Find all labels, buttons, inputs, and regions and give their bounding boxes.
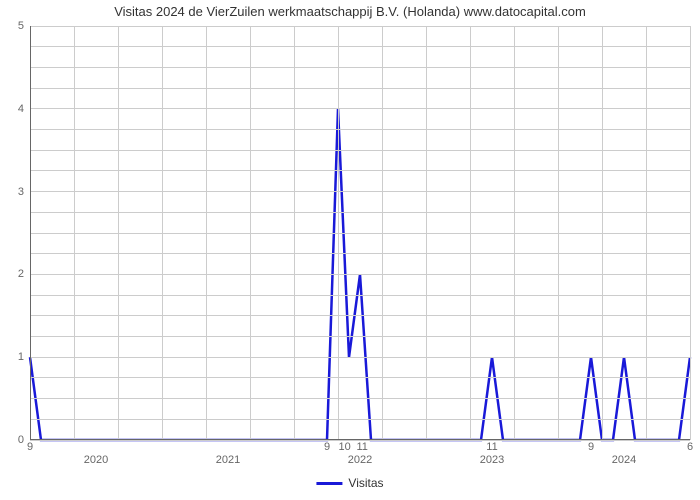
y-tick-label: 1: [18, 351, 30, 363]
y-minor-gridline: [30, 67, 690, 68]
y-gridline: [30, 274, 690, 275]
x-gridline: [646, 26, 647, 440]
y-axis-line: [30, 26, 31, 440]
x-gridline: [382, 26, 383, 440]
y-gridline: [30, 26, 690, 27]
y-minor-gridline: [30, 295, 690, 296]
x-value-label: 11: [486, 440, 497, 453]
x-gridline: [206, 26, 207, 440]
x-year-label: 2021: [216, 440, 240, 466]
y-minor-gridline: [30, 150, 690, 151]
x-gridline: [162, 26, 163, 440]
y-gridline: [30, 108, 690, 109]
x-gridline: [690, 26, 691, 440]
legend: Visitas: [316, 476, 383, 490]
y-minor-gridline: [30, 170, 690, 171]
x-gridline: [602, 26, 603, 440]
y-minor-gridline: [30, 336, 690, 337]
plot-area: 012345202020212022202320249910111196: [30, 26, 690, 440]
x-year-label: 2020: [84, 440, 108, 466]
y-minor-gridline: [30, 315, 690, 316]
y-minor-gridline: [30, 377, 690, 378]
legend-swatch: [316, 482, 342, 485]
x-value-label: 10: [338, 440, 350, 453]
chart-title: Visitas 2024 de VierZuilen werkmaatschap…: [0, 4, 700, 19]
y-tick-label: 4: [18, 103, 30, 115]
x-gridline: [250, 26, 251, 440]
y-minor-gridline: [30, 233, 690, 234]
y-tick-label: 5: [18, 20, 30, 32]
y-tick-label: 3: [18, 186, 30, 198]
x-gridline: [74, 26, 75, 440]
y-minor-gridline: [30, 46, 690, 47]
y-minor-gridline: [30, 129, 690, 130]
y-gridline: [30, 357, 690, 358]
x-value-label: 9: [27, 440, 33, 453]
y-gridline: [30, 191, 690, 192]
y-minor-gridline: [30, 212, 690, 213]
x-gridline: [558, 26, 559, 440]
x-gridline: [514, 26, 515, 440]
x-gridline: [426, 26, 427, 440]
x-value-label: 9: [324, 440, 330, 453]
legend-label: Visitas: [348, 476, 383, 490]
y-minor-gridline: [30, 253, 690, 254]
y-minor-gridline: [30, 398, 690, 399]
x-gridline: [470, 26, 471, 440]
y-minor-gridline: [30, 419, 690, 420]
x-gridline: [294, 26, 295, 440]
chart-container: Visitas 2024 de VierZuilen werkmaatschap…: [0, 0, 700, 500]
y-tick-label: 2: [18, 268, 30, 280]
x-gridline: [338, 26, 339, 440]
x-value-label: 6: [687, 440, 693, 453]
x-value-label: 9: [588, 440, 594, 453]
x-gridline: [118, 26, 119, 440]
x-year-label: 2024: [612, 440, 636, 466]
y-minor-gridline: [30, 88, 690, 89]
x-value-label: 11: [356, 440, 367, 453]
